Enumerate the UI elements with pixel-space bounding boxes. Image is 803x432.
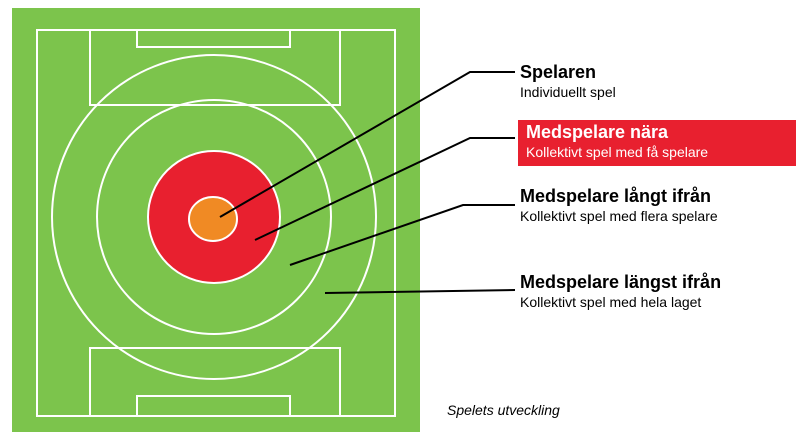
label-subtitle: Kollektivt spel med få spelare [526, 144, 709, 160]
field-lines [36, 29, 396, 417]
label-subtitle: Individuellt spel [520, 84, 616, 100]
label-highlight: Medspelare nära Kollektivt spel med få s… [518, 120, 796, 166]
label: Spelaren Individuellt spel [520, 62, 616, 102]
label-subtitle: Kollektivt spel med flera spelare [520, 208, 718, 224]
label-title: Medspelare längst ifrån [520, 272, 722, 292]
caption: Spelets utveckling [447, 402, 560, 418]
label-title: Medspelare nära [526, 122, 669, 142]
label-title: Spelaren [520, 62, 597, 82]
label: Medspelare långt ifrån Kollektivt spel m… [520, 186, 750, 226]
label: Medspelare längst ifrån Kollektivt spel … [520, 272, 721, 312]
player-zone [188, 196, 238, 242]
pointer-lines [219, 71, 516, 294]
label-title: Medspelare långt ifrån [520, 186, 712, 206]
label-subtitle: Kollektivt spel med hela laget [520, 294, 702, 310]
